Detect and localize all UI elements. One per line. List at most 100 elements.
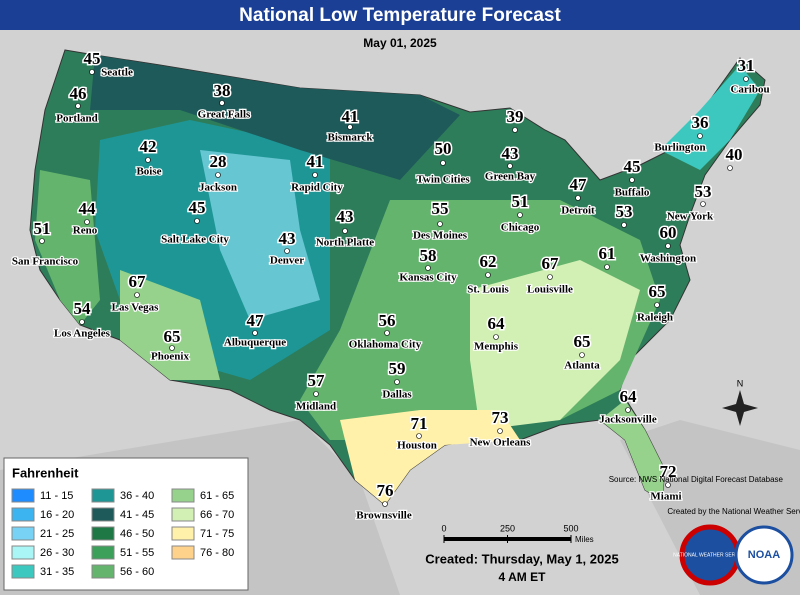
zone-warm [120, 270, 220, 380]
zone-north [90, 55, 460, 180]
city-name: Jackson [199, 182, 237, 194]
city-dot [313, 391, 319, 397]
city-temp: 47 [247, 311, 265, 330]
city-name: Las Vegas [112, 302, 159, 314]
city-name: Raleigh [637, 312, 673, 324]
city-dot [625, 407, 631, 413]
city-name: Chicago [501, 222, 540, 234]
city-name: Kansas City [399, 272, 457, 284]
city-dot [219, 100, 225, 106]
city-name: Portland [56, 113, 98, 125]
created: Created: Thursday, May 1, 2025 [425, 551, 618, 566]
city-temp: 65 [649, 282, 666, 301]
city-temp: 36 [692, 113, 709, 132]
zone-northeast [660, 65, 760, 170]
city-name: Midland [296, 401, 336, 413]
legend-swatch [171, 526, 195, 541]
legend-title: Fahrenheit [12, 465, 79, 480]
city-name: Oklahoma City [349, 339, 422, 351]
city-name: Burlington [654, 142, 705, 154]
city-name: Jacksonville [599, 414, 657, 426]
city-name: Twin Cities [416, 174, 470, 186]
city-temp: 67 [129, 272, 147, 291]
city-temp: 43 [502, 144, 519, 163]
legend-label: 36 - 40 [120, 490, 154, 502]
city-name: Great Falls [198, 109, 251, 121]
city-name: Bismarck [327, 132, 373, 144]
city-dot [665, 482, 671, 488]
city-name: Los Angeles [54, 328, 111, 340]
scale-label: 500 [563, 523, 578, 533]
city-name: Houston [397, 440, 437, 452]
legend-swatch [11, 507, 35, 522]
city-temp: 28 [210, 152, 227, 171]
city-temp: 76 [377, 481, 394, 500]
city-temp: 55 [432, 199, 449, 218]
city-dot [169, 345, 175, 351]
city-name: Albuquerque [224, 337, 286, 349]
city-name: Phoenix [151, 351, 189, 363]
legend-label: 31 - 35 [40, 566, 74, 578]
city-dot [384, 330, 390, 336]
city-dot [629, 177, 635, 183]
city-temp: 42 [140, 137, 157, 156]
city-dot [727, 165, 733, 171]
legend-label: 76 - 80 [200, 547, 234, 559]
city-temp: 73 [492, 408, 509, 427]
city-temp: 57 [308, 371, 326, 390]
zone-hot [340, 410, 520, 505]
city-name: San Francisco [12, 256, 79, 268]
city-temp: 65 [164, 327, 181, 346]
city-temp: 71 [411, 414, 428, 433]
legend-label: 26 - 30 [40, 547, 74, 559]
city-temp: 50 [435, 139, 452, 158]
city-dot [440, 160, 446, 166]
city-name: New Orleans [470, 437, 532, 449]
city-temp: 60 [660, 223, 677, 242]
city-name: Dallas [382, 389, 412, 401]
credit: Created by the National Weather Service [667, 507, 800, 516]
city-name: Brownsville [356, 510, 412, 522]
city-temp: 67 [542, 254, 560, 273]
legend-label: 71 - 75 [200, 528, 234, 540]
city-temp: 31 [738, 56, 755, 75]
city-dot [134, 292, 140, 298]
city-temp: 51 [512, 192, 529, 211]
city-temp: 72 [660, 462, 677, 481]
city-dot [512, 127, 518, 133]
legend-label: 11 - 15 [40, 490, 73, 502]
city-dot [145, 157, 151, 163]
city-temp: 43 [279, 229, 296, 248]
city-dot [84, 219, 90, 225]
city-name: Des Moines [413, 230, 468, 242]
city-temp: 44 [79, 199, 97, 218]
scale-label: 0 [441, 523, 446, 533]
city-name: Salt Lake City [161, 234, 229, 246]
city-dot [697, 133, 703, 139]
city-dot [394, 379, 400, 385]
city-temp: 41 [307, 152, 324, 171]
city-dot [382, 501, 388, 507]
city-dot [252, 330, 258, 336]
city-temp: 47 [570, 175, 588, 194]
nws-logo-text: NATIONAL WEATHER SERVICE [673, 552, 747, 558]
city-name: Buffalo [615, 187, 650, 199]
city-dot [437, 221, 443, 227]
legend-label: 41 - 45 [120, 509, 154, 521]
city-name: Atlanta [564, 360, 600, 372]
legend-label: 66 - 70 [200, 509, 234, 521]
zone-florida [600, 400, 665, 500]
city-name: Green Bay [485, 171, 536, 183]
legend-swatch [91, 488, 115, 503]
city-dot [284, 248, 290, 254]
city-name: Louisville [527, 284, 573, 296]
city-dot [425, 265, 431, 271]
city-temp: 40 [726, 145, 743, 164]
zone-mild [35, 170, 100, 325]
city-name: Reno [73, 225, 98, 237]
city-dot [665, 243, 671, 249]
legend: 11 - 15 16 - 20 21 - 25 26 - 30 31 - 35 36 - … [11, 488, 234, 579]
